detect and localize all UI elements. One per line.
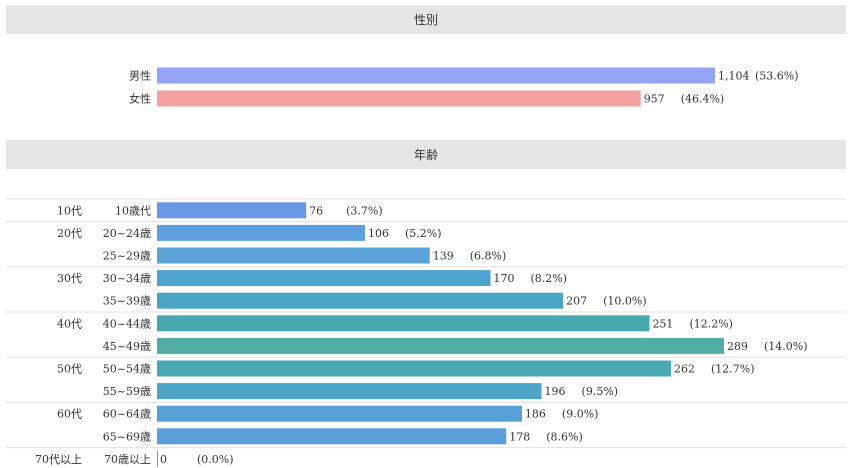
age-value-label: 186 bbox=[525, 408, 546, 421]
age-section-title: 年齢 bbox=[413, 148, 438, 162]
age-value-label: 106 bbox=[368, 227, 389, 240]
age-bar bbox=[157, 202, 307, 219]
age-percent-label: (3.7%) bbox=[346, 204, 383, 217]
age-value-label: 262 bbox=[674, 363, 695, 376]
age-category-label: 20~24歳 bbox=[103, 227, 151, 240]
age-percent-label: (6.8%) bbox=[470, 250, 507, 263]
age-group-label: 70代以上 bbox=[35, 453, 82, 466]
age-group-label: 20代 bbox=[57, 227, 82, 240]
age-bar bbox=[157, 337, 724, 354]
age-category-label: 30~34歳 bbox=[103, 272, 151, 285]
age-category-label: 65~69歳 bbox=[103, 430, 151, 443]
gender-category-label: 男性 bbox=[129, 69, 151, 83]
age-percent-label: (14.0%) bbox=[764, 340, 808, 353]
age-percent-label: (8.6%) bbox=[546, 430, 583, 443]
gender-percent-label: (46.4%) bbox=[681, 93, 725, 106]
age-percent-label: (12.2%) bbox=[689, 317, 733, 330]
gender-bar bbox=[157, 67, 715, 84]
gender-bar bbox=[157, 90, 641, 107]
gender-section-title: 性別 bbox=[413, 13, 438, 27]
age-category-label: 50~54歳 bbox=[103, 363, 151, 376]
age-percent-label: (5.2%) bbox=[405, 227, 442, 240]
age-value-label: 0 bbox=[160, 453, 167, 466]
age-percent-label: (8.2%) bbox=[531, 272, 568, 285]
age-group-label: 60代 bbox=[57, 408, 82, 421]
age-value-label: 289 bbox=[727, 340, 748, 353]
age-bar bbox=[157, 224, 365, 241]
age-category-label: 70歳以上 bbox=[104, 453, 151, 466]
gender-section-header: 性別 bbox=[6, 5, 846, 34]
age-bar bbox=[157, 270, 491, 287]
age-category-label: 60~64歳 bbox=[103, 408, 151, 421]
age-group-label: 10代 bbox=[57, 204, 82, 217]
age-bar bbox=[157, 360, 672, 377]
age-category-label: 25~29歳 bbox=[103, 250, 151, 263]
age-value-label: 178 bbox=[509, 430, 530, 443]
age-group-label: 40代 bbox=[57, 317, 82, 330]
age-bar bbox=[157, 383, 542, 400]
age-percent-label: (10.0%) bbox=[603, 295, 647, 308]
age-category-label: 10歳代 bbox=[115, 204, 151, 217]
age-group-label: 50代 bbox=[57, 363, 82, 376]
age-value-label: 76 bbox=[309, 204, 323, 217]
age-category-label: 45~49歳 bbox=[103, 340, 151, 353]
age-group-label: 30代 bbox=[57, 272, 82, 285]
age-section-header: 年齢 bbox=[6, 140, 846, 169]
age-percent-label: (12.7%) bbox=[711, 363, 755, 376]
age-bar bbox=[157, 405, 522, 422]
age-percent-label: (9.0%) bbox=[562, 408, 599, 421]
age-percent-label: (9.5%) bbox=[582, 385, 619, 398]
age-value-label: 170 bbox=[494, 272, 515, 285]
age-bar bbox=[157, 292, 564, 309]
age-bar bbox=[157, 315, 650, 332]
age-value-label: 139 bbox=[433, 250, 454, 263]
gender-percent-label: (53.6%) bbox=[755, 70, 799, 83]
age-percent-label: (0.0%) bbox=[197, 453, 234, 466]
age-bar bbox=[157, 247, 430, 264]
age-bar bbox=[157, 450, 158, 467]
age-category-label: 40~44歳 bbox=[103, 317, 151, 330]
age-bar bbox=[157, 428, 507, 445]
age-value-label: 196 bbox=[545, 385, 566, 398]
age-category-label: 35~39歳 bbox=[103, 295, 151, 308]
age-value-label: 251 bbox=[652, 317, 673, 330]
gender-value-label: 1,104 bbox=[718, 70, 750, 83]
gender-category-label: 女性 bbox=[129, 92, 151, 106]
age-value-label: 207 bbox=[566, 295, 587, 308]
gender-value-label: 957 bbox=[644, 93, 665, 106]
age-category-label: 55~59歳 bbox=[103, 385, 151, 398]
